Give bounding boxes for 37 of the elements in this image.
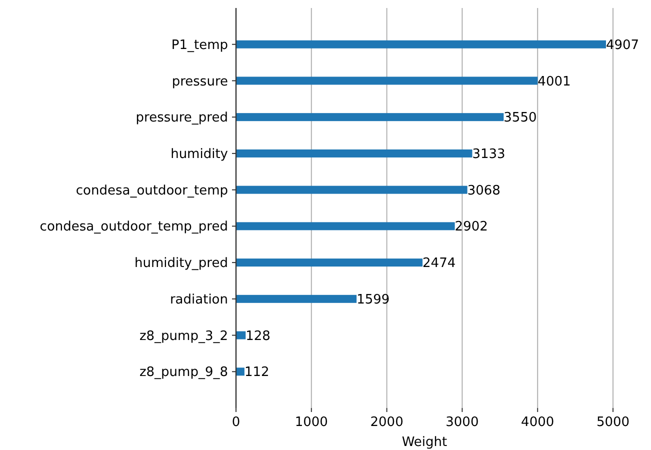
x-tick-label: 3000 [446,415,479,430]
y-tick-label: radiation [170,292,228,308]
bar [236,149,472,158]
bar [236,222,455,230]
x-tick-label: 5000 [596,415,630,430]
bar [236,113,504,122]
y-tick-label: z8_pump_9_8 [139,365,228,380]
data-label: 3550 [504,110,537,126]
y-tick-label: humidity [170,147,228,162]
y-tick-label: pressure [172,74,228,90]
bar [236,331,246,340]
y-tick-label: pressure_pred [136,110,228,126]
y-tick-label: humidity_pred [134,256,228,272]
x-axis-title: Weight [402,435,448,450]
x-tick-label: 4000 [521,415,554,430]
data-label: 2474 [422,256,456,272]
y-tick-label: z8_pump_3_2 [139,328,228,344]
x-tick-label: 2000 [370,415,404,430]
bar [236,40,606,48]
data-label: 3068 [467,183,500,198]
data-label: 4001 [538,74,571,90]
bar [236,294,357,303]
data-label: 1599 [356,292,390,308]
bar [236,76,538,85]
y-tick-label: P1_temp [171,38,228,53]
y-tick-label: condesa_outdoor_temp [76,183,228,198]
data-label: 2902 [454,220,488,235]
data-label: 3133 [472,147,506,162]
x-tick-label: 1000 [294,415,328,430]
data-label: 112 [244,365,270,380]
bar [236,258,423,267]
data-label: 4907 [606,38,640,53]
x-tick-label: 0 [232,415,240,430]
bar [236,186,468,194]
bar [236,368,244,376]
data-label: 128 [246,328,270,344]
y-tick-label: condesa_outdoor_temp_pred [40,220,228,235]
